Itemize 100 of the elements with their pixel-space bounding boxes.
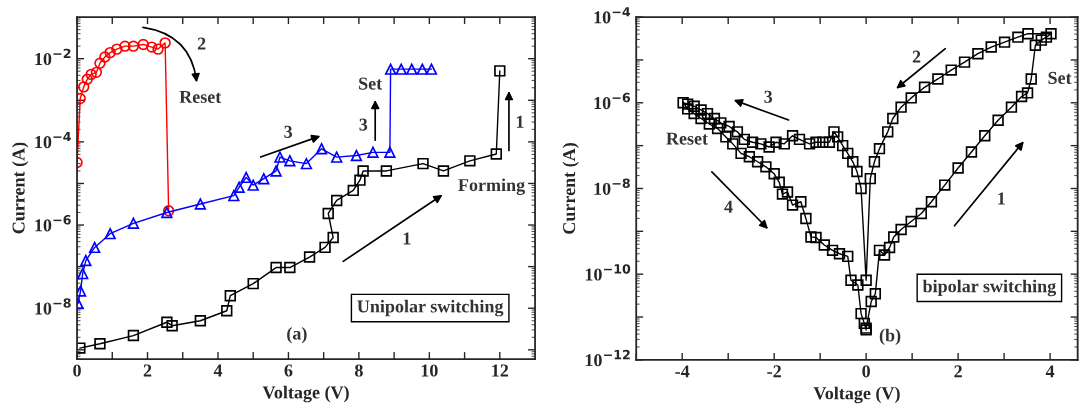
annotation: Reset [666,132,708,145]
point [380,165,393,177]
point [300,157,313,170]
point [417,157,429,170]
annotation: 3 [359,118,368,131]
annotation: 1 [998,192,1005,205]
annotation: (a) [287,326,307,344]
point [137,38,149,51]
point [119,40,131,52]
point [127,217,140,230]
point [104,46,116,59]
y-tick-label: 10$^{−4}$ [594,7,631,24]
point [384,63,397,75]
point [159,37,171,49]
point [270,261,282,274]
x-tick-label: 4 [213,364,223,377]
annotation: (b) [879,328,901,346]
point [127,329,140,342]
point [161,316,173,328]
y-tick-label: 10$^{−4}$ [35,131,71,149]
point [270,165,282,177]
x-tick-label: 8 [354,364,363,377]
point [274,151,286,163]
x-tick-label: 6 [284,364,293,377]
point [284,261,296,274]
annotation: 3 [284,125,293,138]
point [247,179,259,191]
point [367,146,379,159]
x-tick-label: 4 [1045,365,1055,378]
annotation: 3 [764,90,773,103]
point [315,143,328,155]
point [350,149,363,162]
x-tick-label: -2 [767,365,781,378]
x-tick-label: -4 [675,365,690,378]
point [258,173,270,185]
x-tick-label: 12 [492,364,509,377]
point [94,57,106,69]
point [146,41,158,53]
y-tick-label: 10$^{−2}$ [35,48,71,66]
point [127,40,140,52]
annotation: bipolar switching [922,279,1057,297]
point [90,66,103,79]
point [464,155,476,167]
y-tick-label: 10$^{−8}$ [35,298,71,315]
point [284,155,296,167]
y-tick-label: 10$^{−6}$ [35,215,71,232]
point [99,51,111,63]
point [395,63,407,75]
point [166,320,178,332]
y-tick-label: 10$^{−12}$ [585,349,630,367]
annotation: Set [359,77,383,90]
annotation: Forming [458,178,525,195]
x-tick-label: 0 [73,364,81,377]
point [406,63,418,75]
y-tick-label: 10$^{−10}$ [585,264,631,281]
point [88,241,101,254]
point [85,68,97,81]
point [94,338,106,350]
point [437,165,450,177]
x-tick-label: 10 [421,364,438,377]
point [330,194,343,207]
point [78,81,90,93]
point [221,305,233,317]
annotation: Set [1048,71,1072,84]
point [77,285,87,297]
annotation: 1 [403,232,411,245]
point [111,43,123,55]
annotation: Unipolar switching [357,299,504,317]
y-axis-title: Current (A) [562,143,579,234]
point [224,290,236,302]
point [384,146,396,159]
x-axis-title: Voltage (V) [262,385,349,403]
point [104,227,116,240]
y-axis-title: Current (A) [11,142,29,234]
x-tick-label: 2 [143,364,152,377]
point [247,277,259,290]
annotation: 2 [912,50,921,63]
point [77,267,89,280]
annotation: 4 [724,200,733,213]
point [152,43,164,55]
point [425,63,438,75]
point [322,207,334,220]
point [416,63,429,75]
point [228,189,240,202]
point [354,174,366,186]
point [194,198,207,210]
point [494,65,506,77]
x-tick-label: 2 [954,365,962,378]
point [327,231,339,244]
annotation: 1 [516,115,524,128]
annotation: Reset [179,91,222,103]
point [330,151,343,163]
point [319,241,331,254]
x-tick-label: 0 [862,365,870,378]
point [347,184,359,197]
point [357,165,369,177]
point [490,148,502,160]
point [303,251,316,263]
point [81,73,93,85]
annotation: 2 [197,37,206,50]
